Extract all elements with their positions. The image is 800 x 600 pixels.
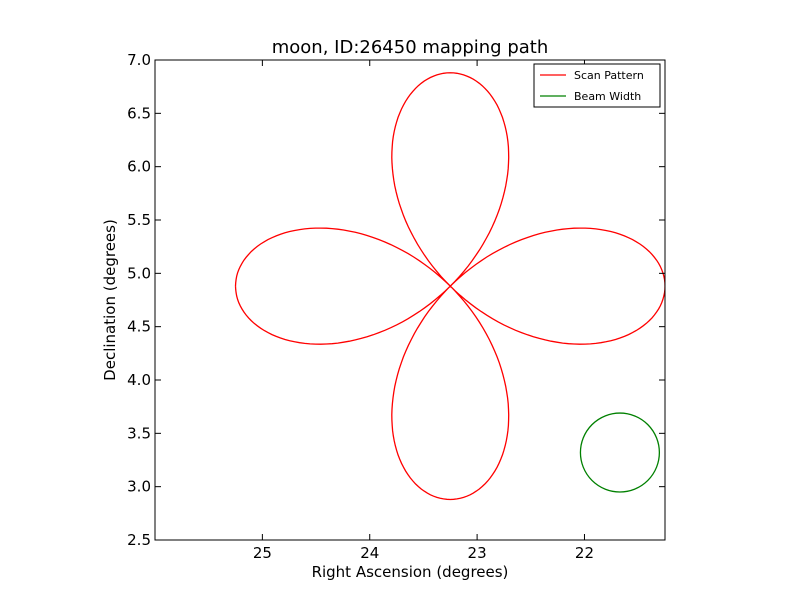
y-axis-label: Declination (degrees) — [101, 219, 119, 381]
y-tick-label: 7.0 — [127, 51, 151, 69]
y-axis-ticks: 2.5 3.0 3.5 4.0 4.5 5.0 5.5 6.0 6.5 7.0 — [127, 51, 665, 549]
x-tick-label: 22 — [575, 544, 594, 562]
legend-beam-width-label: Beam Width — [574, 90, 641, 103]
y-tick-label: 5.5 — [127, 211, 151, 229]
y-tick-label: 5.0 — [127, 264, 151, 282]
y-tick-label: 4.5 — [127, 318, 151, 336]
y-tick-label: 2.5 — [127, 531, 151, 549]
y-tick-label: 6.5 — [127, 104, 151, 122]
y-tick-label: 3.0 — [127, 478, 151, 496]
x-axis-label: Right Ascension (degrees) — [312, 563, 509, 581]
legend: Scan Pattern Beam Width — [533, 63, 661, 108]
x-tick-label: 25 — [253, 544, 272, 562]
chart-title: moon, ID:26450 mapping path — [272, 37, 549, 58]
x-tick-label: 23 — [468, 544, 487, 562]
x-axis-ticks: 25 24 23 22 — [253, 60, 594, 562]
y-tick-label: 6.0 — [127, 158, 151, 176]
y-tick-label: 3.5 — [127, 424, 151, 442]
y-tick-label: 4.0 — [127, 371, 151, 389]
axes-frame — [154, 59, 666, 541]
legend-scan-pattern-label: Scan Pattern — [574, 69, 644, 82]
legend-box — [533, 63, 661, 108]
plot-area — [234, 72, 665, 501]
beam-width-circle — [579, 412, 661, 493]
x-tick-label: 24 — [360, 544, 379, 562]
scan-pattern-line — [234, 72, 665, 501]
